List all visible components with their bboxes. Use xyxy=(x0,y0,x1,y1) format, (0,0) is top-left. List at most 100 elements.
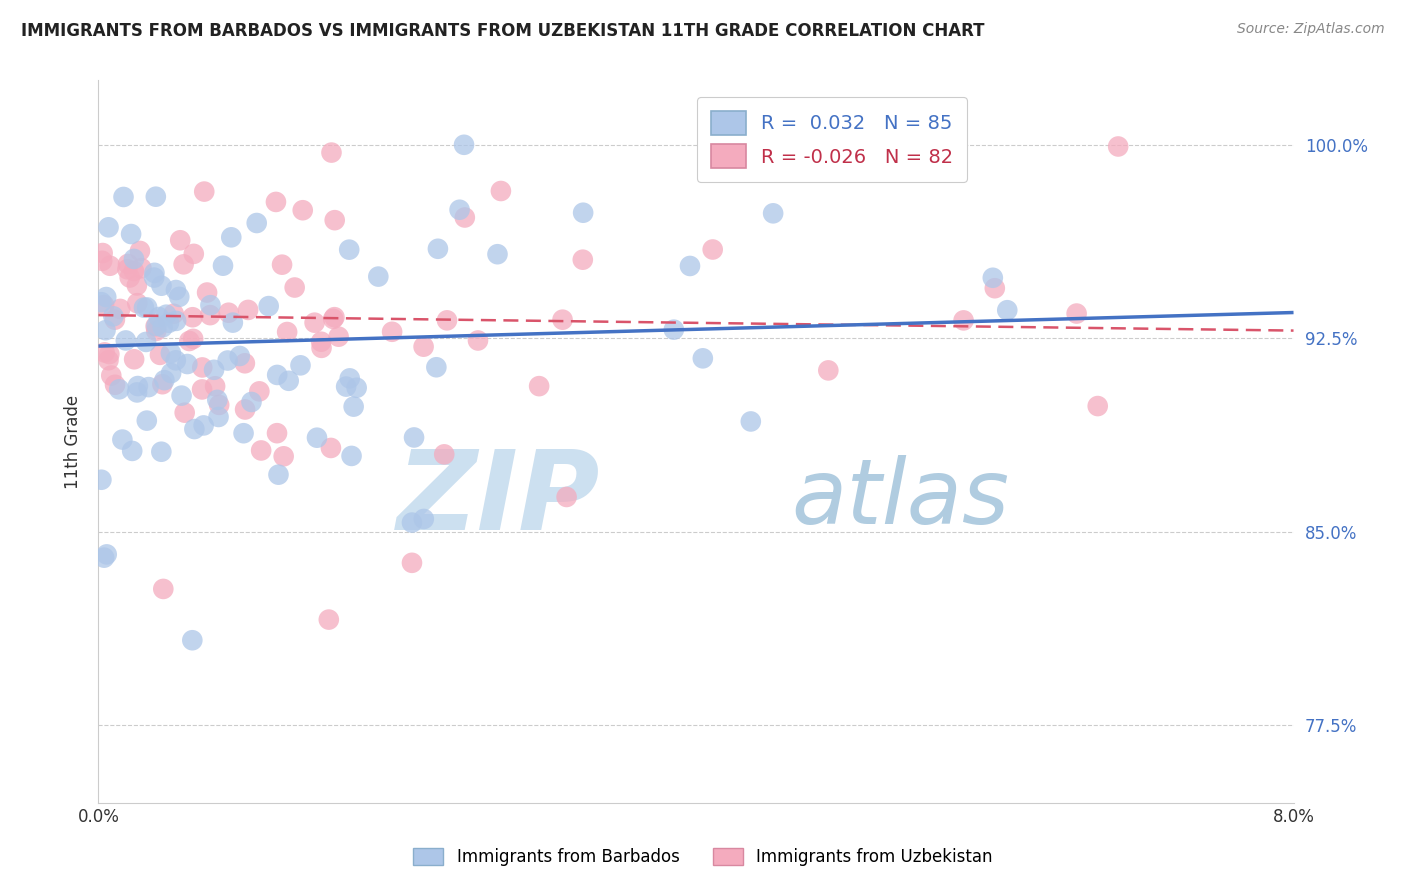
Point xyxy=(193,418,215,433)
Point xyxy=(995,303,1018,318)
Point xyxy=(117,257,139,271)
Point xyxy=(311,341,333,355)
Point xyxy=(246,216,269,230)
Point xyxy=(266,368,288,382)
Point xyxy=(108,301,131,316)
Point xyxy=(222,316,245,330)
Point xyxy=(150,377,173,392)
Point xyxy=(412,340,434,354)
Point xyxy=(122,264,145,278)
Point xyxy=(267,467,290,482)
Point xyxy=(1107,139,1129,153)
Point xyxy=(91,246,114,260)
Legend: R =  0.032   N = 85, R = -0.026   N = 82: R = 0.032 N = 85, R = -0.026 N = 82 xyxy=(697,97,967,182)
Point xyxy=(145,318,167,333)
Point xyxy=(277,374,299,388)
Point xyxy=(204,379,226,393)
Point xyxy=(200,298,222,312)
Point xyxy=(337,243,360,257)
Point xyxy=(202,363,225,377)
Point xyxy=(183,422,205,436)
Point xyxy=(322,312,344,326)
Point xyxy=(90,295,112,310)
Point xyxy=(381,325,404,339)
Point xyxy=(97,220,120,235)
Point xyxy=(323,213,346,227)
Point xyxy=(207,392,229,407)
Point xyxy=(264,194,287,209)
Y-axis label: 11th Grade: 11th Grade xyxy=(65,394,83,489)
Point xyxy=(426,242,449,256)
Point xyxy=(339,371,361,385)
Point xyxy=(257,299,280,313)
Point xyxy=(232,426,254,441)
Point xyxy=(97,353,120,368)
Point xyxy=(198,308,221,322)
Point xyxy=(551,312,574,326)
Point xyxy=(309,334,332,349)
Point xyxy=(817,363,839,377)
Point xyxy=(176,357,198,371)
Point xyxy=(163,307,186,321)
Point xyxy=(346,381,368,395)
Point xyxy=(132,301,155,315)
Point xyxy=(233,356,256,370)
Text: ZIP: ZIP xyxy=(396,446,600,553)
Point xyxy=(152,582,174,596)
Point xyxy=(90,473,112,487)
Text: atlas: atlas xyxy=(792,455,1010,543)
Point xyxy=(169,233,191,247)
Point xyxy=(125,278,148,293)
Point xyxy=(692,351,714,366)
Point xyxy=(138,380,160,394)
Point xyxy=(104,377,127,392)
Point xyxy=(181,310,204,325)
Point xyxy=(266,426,288,441)
Point xyxy=(122,352,145,367)
Point xyxy=(165,314,187,328)
Point xyxy=(112,190,135,204)
Legend: Immigrants from Barbados, Immigrants from Uzbekistan: Immigrants from Barbados, Immigrants fro… xyxy=(405,840,1001,875)
Point xyxy=(125,385,148,400)
Point xyxy=(179,334,201,348)
Point xyxy=(127,296,149,310)
Point xyxy=(276,325,298,339)
Point xyxy=(219,230,242,244)
Point xyxy=(284,280,307,294)
Point xyxy=(401,556,423,570)
Point xyxy=(1066,307,1088,321)
Point xyxy=(402,430,425,444)
Point xyxy=(160,366,183,380)
Point xyxy=(318,613,340,627)
Point xyxy=(129,244,152,258)
Point xyxy=(131,261,153,276)
Point xyxy=(467,334,489,348)
Point xyxy=(91,253,114,268)
Point xyxy=(108,382,131,396)
Point xyxy=(702,243,724,257)
Point xyxy=(449,202,471,217)
Point xyxy=(136,301,159,315)
Point xyxy=(217,353,239,368)
Point xyxy=(165,283,187,297)
Point xyxy=(323,310,346,325)
Point xyxy=(454,211,477,225)
Point xyxy=(98,259,121,273)
Point xyxy=(103,310,125,324)
Point xyxy=(170,389,193,403)
Point xyxy=(290,359,312,373)
Point xyxy=(135,414,157,428)
Point xyxy=(149,348,172,362)
Point xyxy=(555,490,578,504)
Point xyxy=(401,516,423,530)
Point xyxy=(152,320,174,334)
Point xyxy=(169,290,191,304)
Point xyxy=(165,353,187,368)
Text: IMMIGRANTS FROM BARBADOS VS IMMIGRANTS FROM UZBEKISTAN 11TH GRADE CORRELATION CH: IMMIGRANTS FROM BARBADOS VS IMMIGRANTS F… xyxy=(21,22,984,40)
Point xyxy=(208,398,231,412)
Point xyxy=(425,360,447,375)
Point xyxy=(436,313,458,327)
Point xyxy=(181,633,204,648)
Point xyxy=(145,324,167,338)
Point xyxy=(153,373,176,387)
